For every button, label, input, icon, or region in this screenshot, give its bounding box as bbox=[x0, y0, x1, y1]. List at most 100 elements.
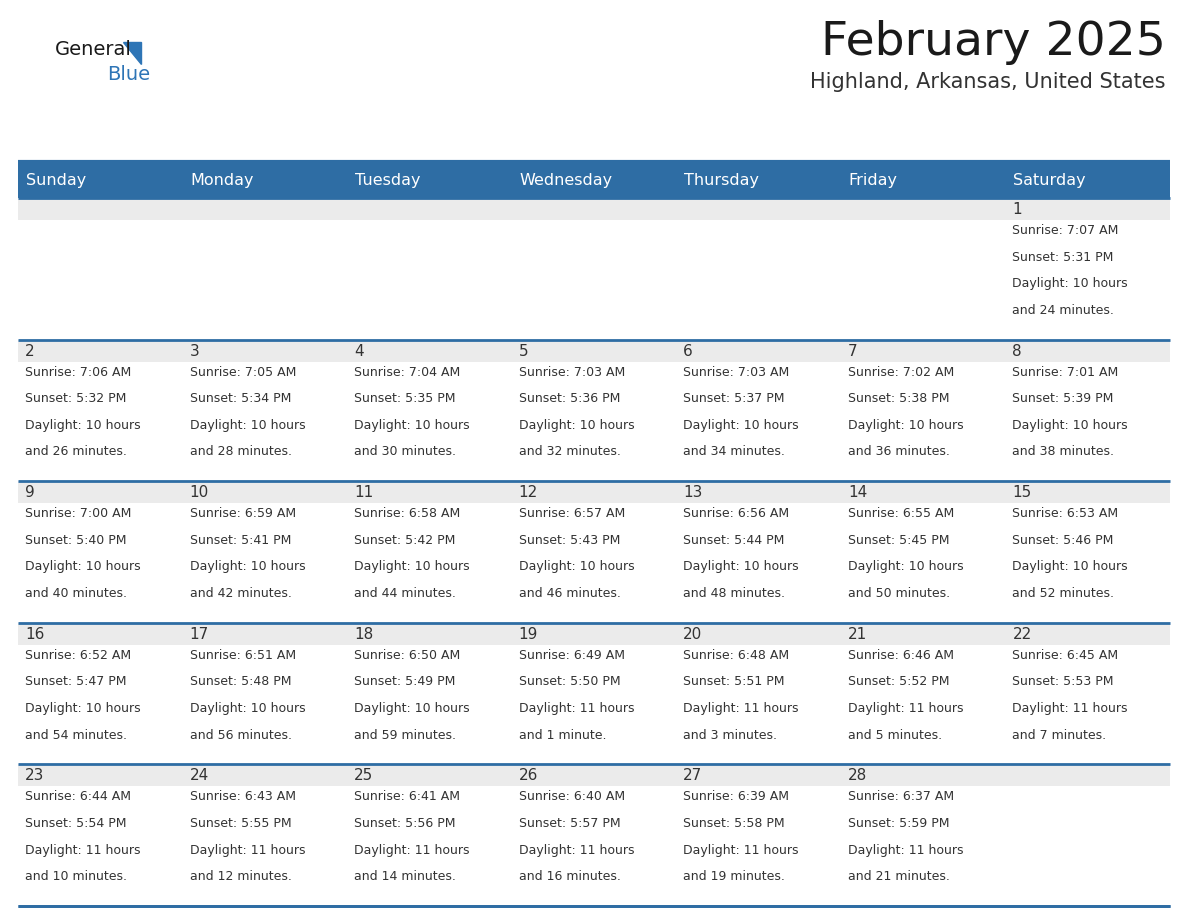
Text: and 48 minutes.: and 48 minutes. bbox=[683, 587, 785, 600]
Bar bbox=[841, 481, 1005, 503]
Text: Sunrise: 6:58 AM: Sunrise: 6:58 AM bbox=[354, 508, 461, 521]
Text: General: General bbox=[55, 40, 132, 59]
Text: and 21 minutes.: and 21 minutes. bbox=[848, 870, 949, 883]
Bar bbox=[512, 644, 676, 765]
Text: Sunset: 5:36 PM: Sunset: 5:36 PM bbox=[519, 392, 620, 405]
Text: February 2025: February 2025 bbox=[821, 20, 1165, 65]
Text: Sunset: 5:39 PM: Sunset: 5:39 PM bbox=[1012, 392, 1114, 405]
Text: Daylight: 10 hours: Daylight: 10 hours bbox=[683, 419, 798, 431]
Text: Sunset: 5:47 PM: Sunset: 5:47 PM bbox=[25, 676, 126, 688]
Bar bbox=[183, 220, 347, 340]
Text: Sunset: 5:51 PM: Sunset: 5:51 PM bbox=[683, 676, 785, 688]
Bar bbox=[512, 220, 676, 340]
Text: 14: 14 bbox=[848, 486, 867, 500]
Text: 7: 7 bbox=[848, 343, 858, 359]
Bar bbox=[512, 340, 676, 362]
Text: Daylight: 11 hours: Daylight: 11 hours bbox=[1012, 702, 1127, 715]
Text: Sunrise: 6:51 AM: Sunrise: 6:51 AM bbox=[190, 649, 296, 662]
Bar bbox=[18, 644, 183, 765]
Text: Sunday: Sunday bbox=[26, 173, 87, 187]
Bar bbox=[347, 765, 512, 787]
Bar bbox=[183, 162, 347, 198]
Text: 25: 25 bbox=[354, 768, 373, 783]
Text: Daylight: 10 hours: Daylight: 10 hours bbox=[354, 702, 469, 715]
Text: and 40 minutes.: and 40 minutes. bbox=[25, 587, 127, 600]
Text: Sunset: 5:53 PM: Sunset: 5:53 PM bbox=[1012, 676, 1114, 688]
Text: Sunrise: 7:01 AM: Sunrise: 7:01 AM bbox=[1012, 365, 1119, 378]
Bar bbox=[512, 198, 676, 220]
Bar bbox=[183, 787, 347, 906]
Bar bbox=[512, 503, 676, 622]
Text: Sunrise: 6:37 AM: Sunrise: 6:37 AM bbox=[848, 790, 954, 803]
Text: Sunrise: 6:40 AM: Sunrise: 6:40 AM bbox=[519, 790, 625, 803]
Text: and 16 minutes.: and 16 minutes. bbox=[519, 870, 620, 883]
Bar bbox=[676, 644, 841, 765]
Bar bbox=[1005, 481, 1170, 503]
Bar bbox=[347, 503, 512, 622]
Bar bbox=[18, 220, 183, 340]
Bar bbox=[512, 622, 676, 644]
Bar bbox=[841, 644, 1005, 765]
Text: Sunset: 5:45 PM: Sunset: 5:45 PM bbox=[848, 533, 949, 547]
Text: Sunrise: 7:05 AM: Sunrise: 7:05 AM bbox=[190, 365, 296, 378]
Bar bbox=[1005, 503, 1170, 622]
Text: 19: 19 bbox=[519, 627, 538, 642]
Text: Daylight: 10 hours: Daylight: 10 hours bbox=[190, 560, 305, 574]
Bar bbox=[183, 765, 347, 787]
Bar bbox=[841, 340, 1005, 362]
Bar bbox=[512, 362, 676, 481]
Text: Sunrise: 6:46 AM: Sunrise: 6:46 AM bbox=[848, 649, 954, 662]
Bar bbox=[841, 220, 1005, 340]
Text: and 5 minutes.: and 5 minutes. bbox=[848, 729, 942, 742]
Bar bbox=[1005, 644, 1170, 765]
Bar bbox=[676, 765, 841, 787]
Text: Blue: Blue bbox=[107, 65, 150, 84]
Text: Sunset: 5:42 PM: Sunset: 5:42 PM bbox=[354, 533, 455, 547]
Bar bbox=[347, 362, 512, 481]
Bar bbox=[841, 787, 1005, 906]
Text: Sunset: 5:44 PM: Sunset: 5:44 PM bbox=[683, 533, 784, 547]
Bar bbox=[183, 340, 347, 362]
Text: 12: 12 bbox=[519, 486, 538, 500]
Bar bbox=[347, 162, 512, 198]
Text: Daylight: 10 hours: Daylight: 10 hours bbox=[1012, 277, 1129, 290]
Bar bbox=[18, 340, 183, 362]
Text: 9: 9 bbox=[25, 486, 34, 500]
Text: Daylight: 10 hours: Daylight: 10 hours bbox=[354, 560, 469, 574]
Bar bbox=[183, 198, 347, 220]
Text: Sunset: 5:46 PM: Sunset: 5:46 PM bbox=[1012, 533, 1114, 547]
Text: Daylight: 10 hours: Daylight: 10 hours bbox=[848, 419, 963, 431]
Bar bbox=[18, 622, 183, 644]
Text: Sunset: 5:48 PM: Sunset: 5:48 PM bbox=[190, 676, 291, 688]
Text: Sunrise: 6:41 AM: Sunrise: 6:41 AM bbox=[354, 790, 460, 803]
Bar bbox=[676, 198, 841, 220]
Text: Sunrise: 6:39 AM: Sunrise: 6:39 AM bbox=[683, 790, 789, 803]
Text: Sunrise: 6:53 AM: Sunrise: 6:53 AM bbox=[1012, 508, 1119, 521]
Bar bbox=[841, 162, 1005, 198]
Text: 13: 13 bbox=[683, 486, 702, 500]
Bar bbox=[1005, 198, 1170, 220]
Text: Sunrise: 6:59 AM: Sunrise: 6:59 AM bbox=[190, 508, 296, 521]
Text: and 36 minutes.: and 36 minutes. bbox=[848, 445, 949, 458]
Text: Thursday: Thursday bbox=[684, 173, 759, 187]
Text: 28: 28 bbox=[848, 768, 867, 783]
Text: Daylight: 10 hours: Daylight: 10 hours bbox=[683, 560, 798, 574]
Bar bbox=[1005, 220, 1170, 340]
Bar bbox=[676, 481, 841, 503]
Text: Sunrise: 7:00 AM: Sunrise: 7:00 AM bbox=[25, 508, 132, 521]
Text: Sunset: 5:57 PM: Sunset: 5:57 PM bbox=[519, 817, 620, 830]
Text: Friday: Friday bbox=[849, 173, 898, 187]
Text: Sunset: 5:41 PM: Sunset: 5:41 PM bbox=[190, 533, 291, 547]
Text: and 38 minutes.: and 38 minutes. bbox=[1012, 445, 1114, 458]
Text: and 32 minutes.: and 32 minutes. bbox=[519, 445, 620, 458]
Text: 5: 5 bbox=[519, 343, 529, 359]
Text: Daylight: 10 hours: Daylight: 10 hours bbox=[1012, 560, 1129, 574]
Text: and 52 minutes.: and 52 minutes. bbox=[1012, 587, 1114, 600]
Bar bbox=[512, 787, 676, 906]
Bar bbox=[1005, 362, 1170, 481]
Text: 20: 20 bbox=[683, 627, 702, 642]
Bar bbox=[18, 481, 183, 503]
Bar bbox=[183, 622, 347, 644]
Bar bbox=[841, 622, 1005, 644]
Bar bbox=[512, 481, 676, 503]
